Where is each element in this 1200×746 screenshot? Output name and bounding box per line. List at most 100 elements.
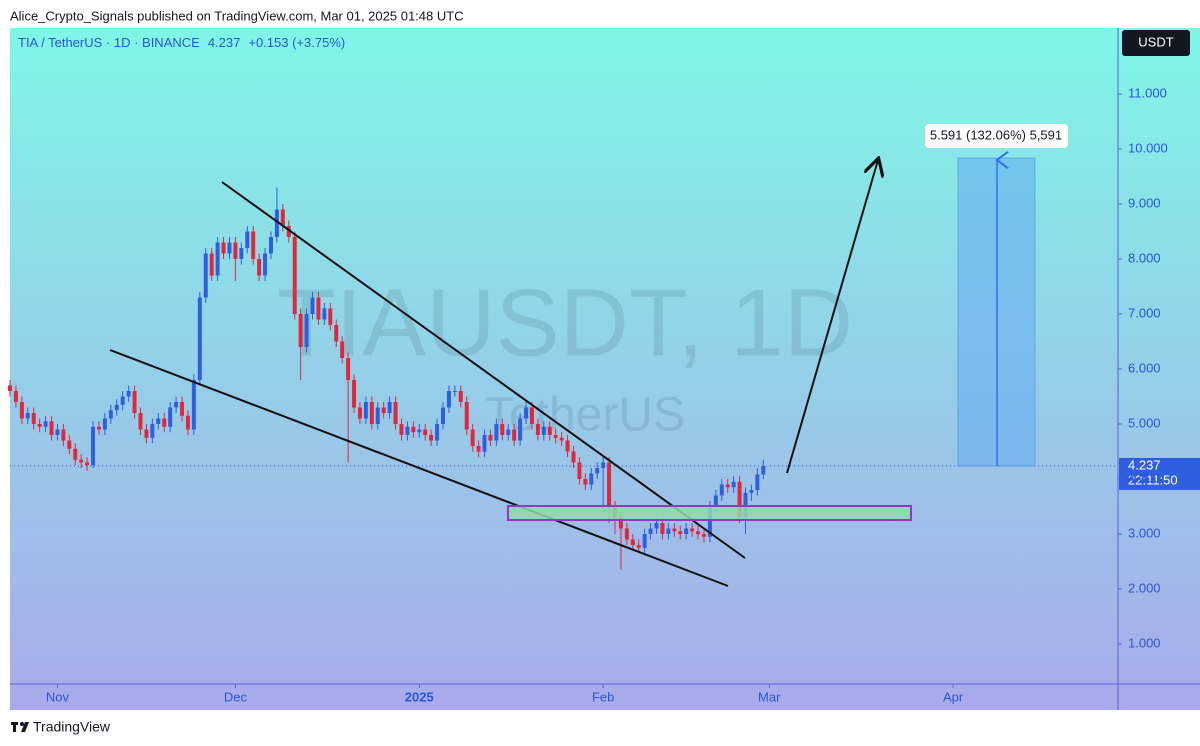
candle-body (85, 462, 90, 466)
candle-body (340, 341, 345, 359)
last-price: 4.237 (208, 35, 241, 50)
footer-bg (0, 710, 1200, 746)
candle-body (678, 531, 683, 535)
candle-body (298, 314, 303, 348)
candle-body (304, 314, 309, 348)
y-tick-label: 7.000 (1128, 305, 1161, 320)
candle-body (13, 391, 18, 403)
candle-body (49, 421, 54, 436)
candle-body (423, 429, 428, 436)
candle-body (731, 481, 736, 488)
candle-body (387, 402, 392, 414)
candle-body (203, 253, 208, 298)
candle-body (719, 484, 724, 496)
candle-body (696, 531, 701, 535)
candle-body (363, 402, 368, 419)
currency-box[interactable] (1122, 30, 1190, 56)
currency-label[interactable]: USDT (1138, 34, 1173, 49)
candle-body (239, 248, 244, 260)
x-tick-label: Apr (943, 689, 964, 704)
support-zone (507, 505, 912, 521)
candle-body (707, 506, 712, 537)
y-tick-label: 8.000 (1128, 250, 1161, 265)
candle-body (713, 495, 718, 507)
candle-body (132, 391, 137, 414)
candle-body (630, 539, 635, 546)
candle-body (672, 528, 677, 532)
measure-label: 5.591 (132.06%) 5,591 (930, 127, 1062, 142)
measure-label-box (925, 124, 1068, 148)
candle-body (417, 429, 422, 433)
y-tick-label: 6.000 (1128, 360, 1161, 375)
candle-body (209, 253, 214, 276)
candle-body (601, 462, 606, 469)
candle-body (547, 426, 552, 436)
candle-body (168, 407, 173, 427)
projection-arrow (786, 160, 878, 474)
candle-body (67, 440, 72, 449)
candle-body (524, 407, 529, 419)
candle-body (126, 391, 131, 397)
candle-body (470, 429, 475, 447)
candle-body (120, 396, 125, 405)
candle-body (96, 426, 101, 430)
candle-body (666, 528, 671, 535)
x-tick-label: 2025 (405, 689, 434, 704)
y-tick-label: 10.000 (1128, 140, 1168, 155)
candle-body (559, 437, 564, 441)
candle-body (553, 435, 558, 438)
y-tick-label: 11.000 (1128, 85, 1167, 100)
candle-body (274, 209, 279, 238)
candle-body (43, 421, 48, 427)
trend-line (109, 349, 729, 587)
candle-body (245, 231, 250, 249)
candle-body (435, 424, 440, 441)
candle-body (660, 523, 665, 535)
candle-body (529, 407, 534, 425)
candle-body (215, 242, 220, 276)
candle-body (263, 253, 268, 276)
candle-body (174, 402, 179, 408)
y-tick-label: 9.000 (1128, 195, 1161, 210)
y-tick-label: 4.000 (1128, 470, 1161, 485)
candle-body (156, 418, 161, 425)
candle-body (334, 325, 339, 342)
candle-body (452, 391, 457, 393)
candle-body (144, 429, 149, 438)
candle-body (482, 435, 487, 452)
candle-body (79, 459, 84, 463)
candle-body (257, 259, 262, 276)
y-tick-label: 5.000 (1128, 415, 1161, 430)
candle-body (328, 308, 333, 326)
candle-body (381, 407, 386, 414)
candle-body (488, 435, 493, 441)
candle-body (577, 462, 582, 480)
candle-body (725, 484, 730, 488)
candle-body (375, 407, 380, 425)
candle-body (55, 429, 60, 436)
candle-body (150, 424, 155, 438)
candle-body (755, 474, 760, 491)
candle-body (227, 242, 232, 254)
candle-body (31, 413, 36, 425)
candle-body (642, 534, 647, 548)
x-tick-label: Mar (758, 689, 781, 704)
footer-brand: TradingView (33, 719, 111, 735)
candle-body (464, 402, 469, 430)
candle-body (25, 413, 30, 419)
candle-body (37, 424, 42, 427)
symbol-name: TIA / TetherUS · 1D · BINANCE (18, 35, 200, 50)
candle-body (322, 308, 327, 320)
y-tick-label: 2.000 (1128, 580, 1161, 595)
candle-body (251, 231, 256, 260)
watermark: TIAUSDT, 1D (277, 269, 853, 376)
candle-body (506, 429, 511, 436)
candle-body (737, 481, 742, 518)
candle-body (102, 418, 107, 430)
candle-body (541, 426, 546, 436)
candle-body (761, 465, 766, 475)
x-tick-label: Nov (46, 689, 70, 704)
